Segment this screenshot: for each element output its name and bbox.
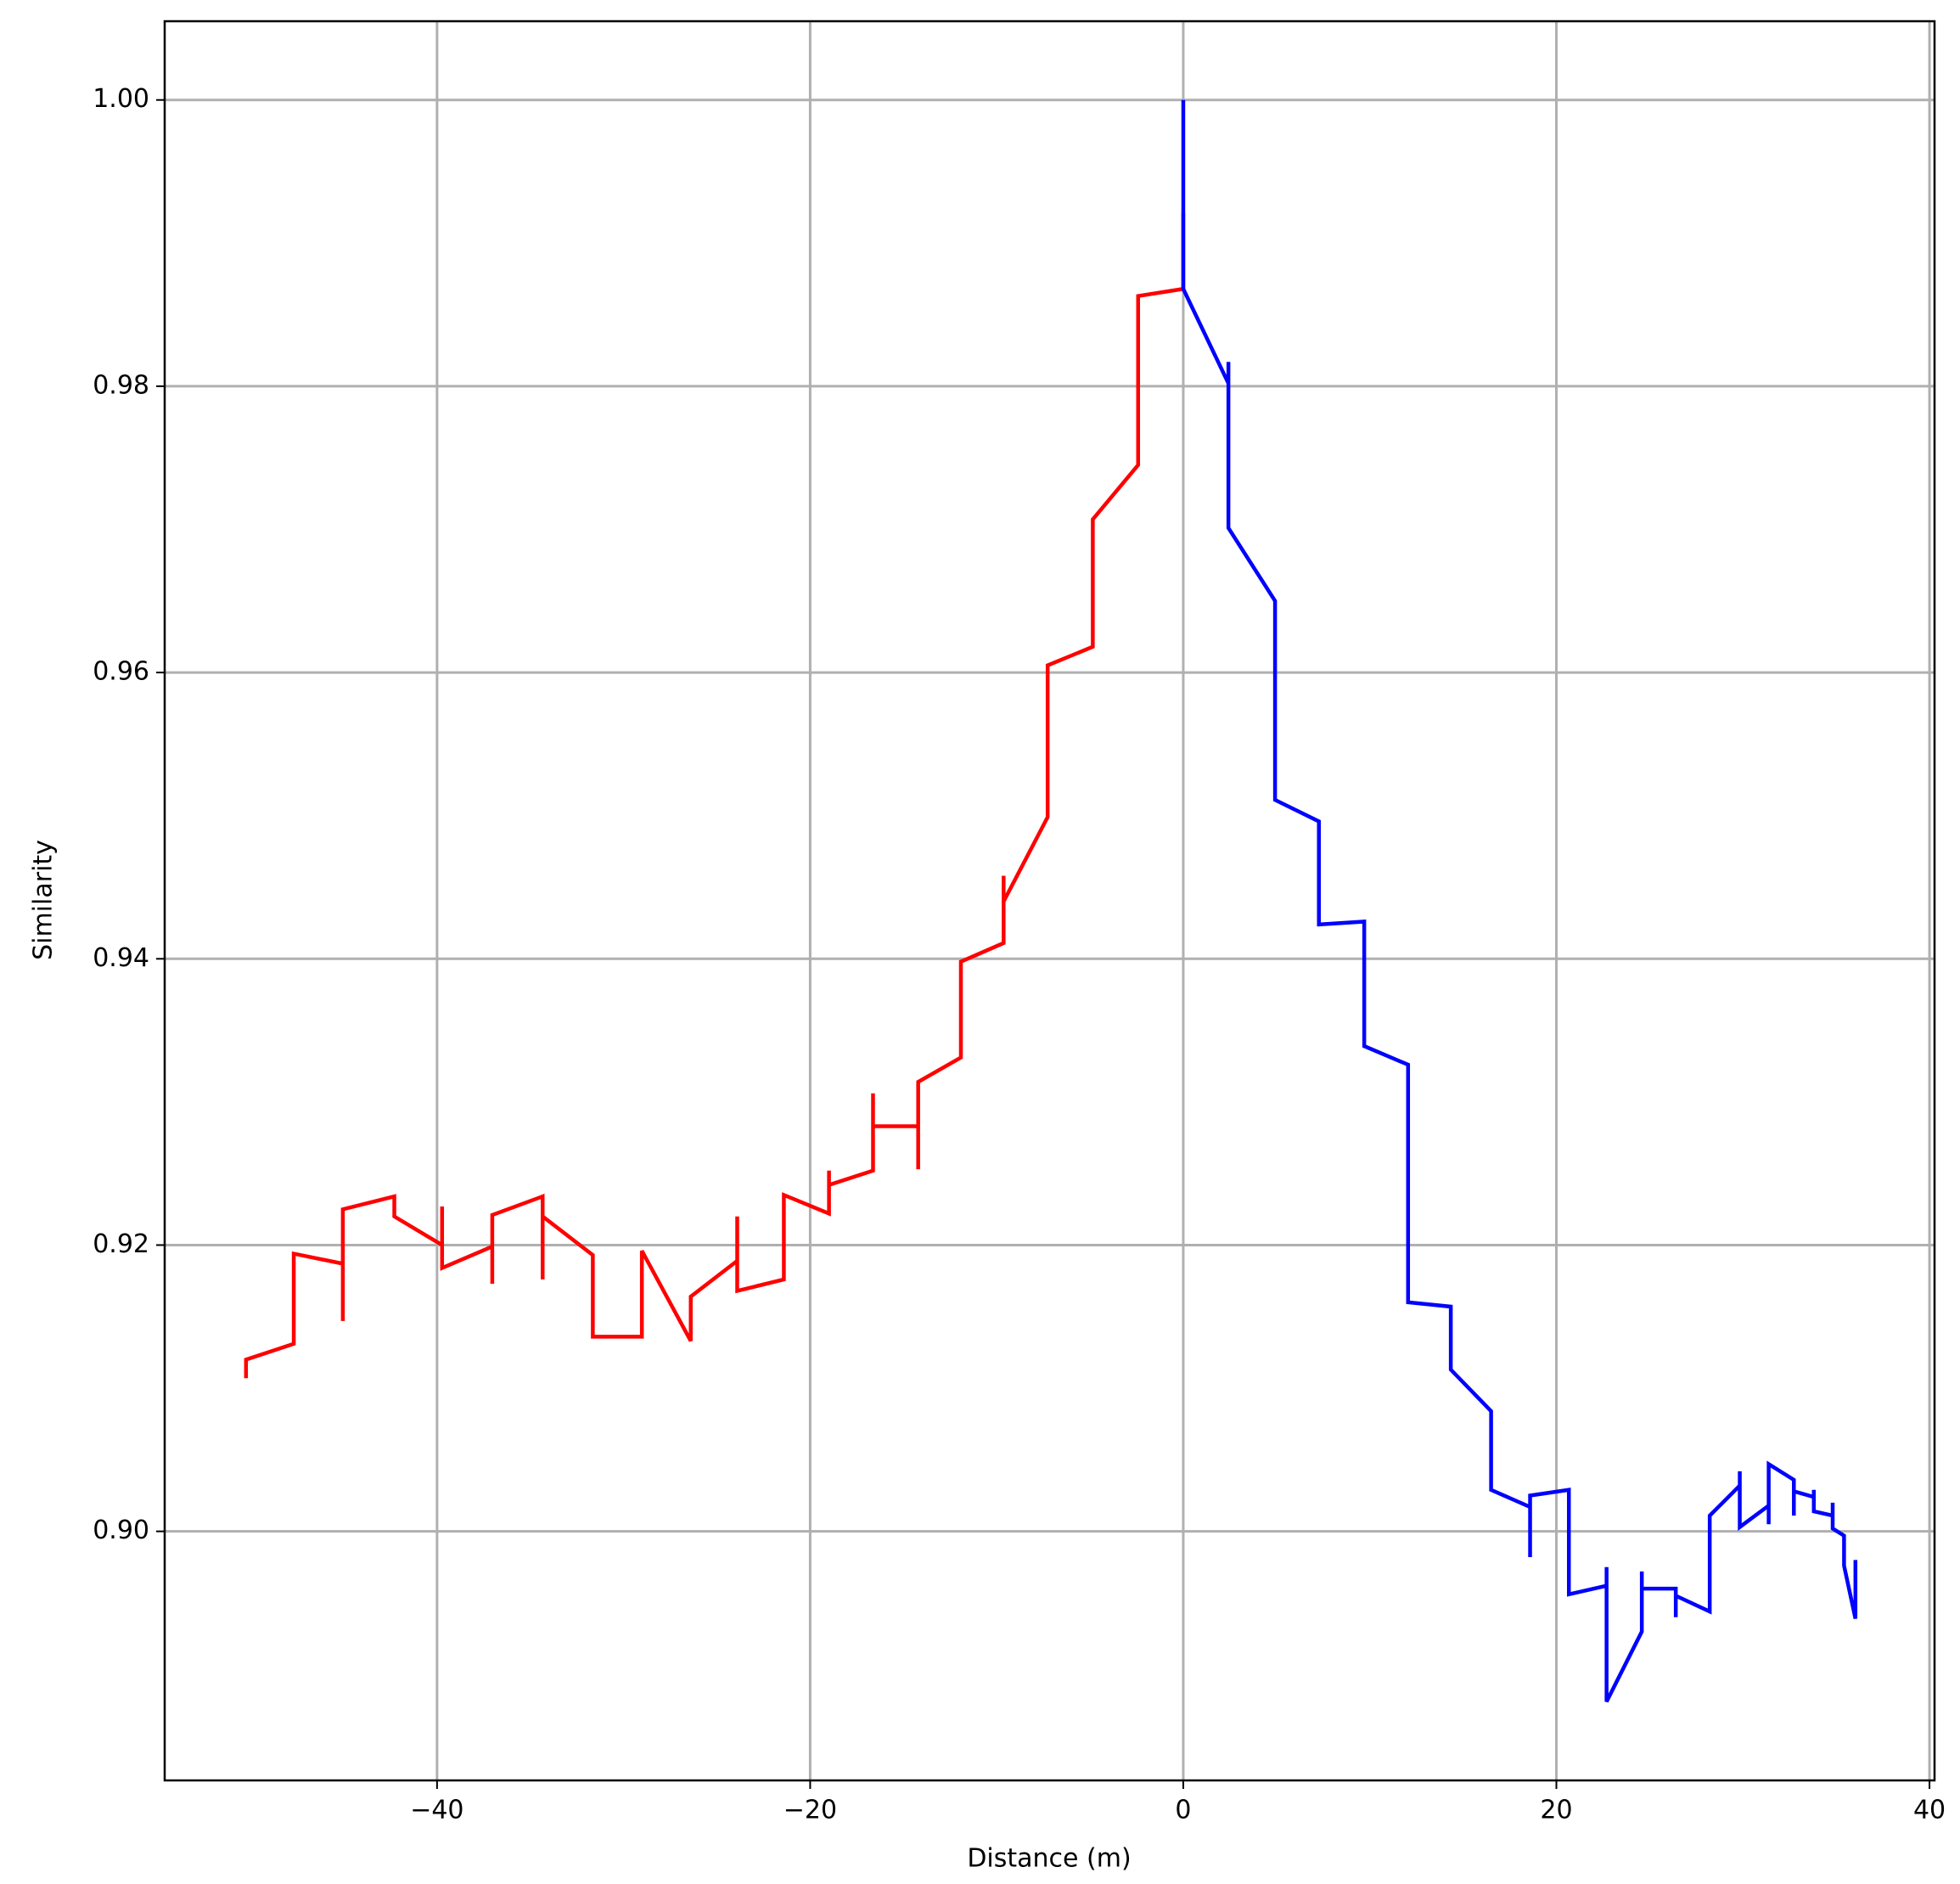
x-tick-label: 40 bbox=[1913, 1796, 1946, 1825]
x-tick-label: 0 bbox=[1175, 1796, 1191, 1825]
y-tick-label: 1.00 bbox=[93, 84, 149, 114]
y-tick-label: 0.96 bbox=[93, 657, 149, 687]
data-line bbox=[244, 212, 1186, 1379]
x-tick-label: −40 bbox=[410, 1796, 463, 1825]
x-tick-label: 20 bbox=[1540, 1796, 1572, 1825]
x-axis-label: Distance (m) bbox=[967, 1844, 1131, 1874]
y-tick-label: 0.90 bbox=[93, 1516, 149, 1545]
y-tick-label: 0.94 bbox=[93, 943, 149, 973]
data-line bbox=[1181, 99, 1858, 1703]
y-tick-label: 0.98 bbox=[93, 370, 149, 400]
x-tick-label: −20 bbox=[783, 1796, 837, 1825]
y-tick-label: 0.92 bbox=[93, 1229, 149, 1259]
plot-frame bbox=[163, 20, 1936, 1782]
y-axis-label: Similarity bbox=[29, 840, 59, 960]
